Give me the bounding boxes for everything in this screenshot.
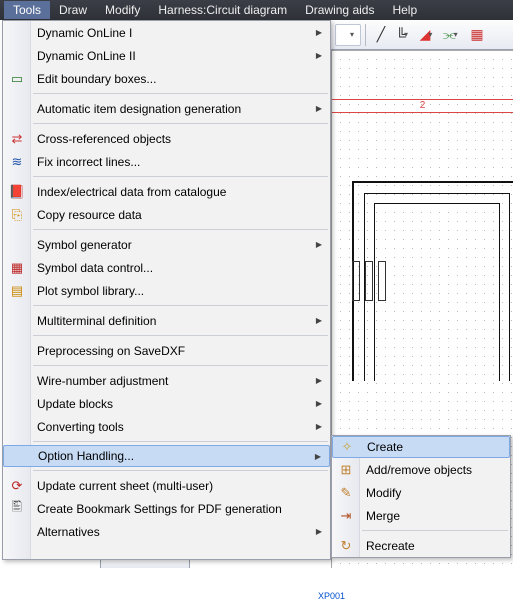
menu-item[interactable]: 📕 Index/electrical data from catalogue bbox=[3, 180, 330, 203]
menu-separator bbox=[33, 229, 328, 230]
submenu-item-icon: ✧ bbox=[338, 438, 356, 456]
menu-item-label: Multiterminal definition bbox=[37, 314, 156, 328]
menu-item[interactable]: Dynamic OnLine II bbox=[3, 44, 330, 67]
grid-tool-icon[interactable]: ▦ bbox=[466, 24, 488, 46]
toolbar: ▾ ╱ ╚▾ ◢▾ ⫘▾ ▦ bbox=[331, 20, 513, 50]
menu-separator bbox=[33, 305, 328, 306]
menu-item-icon: ⇄ bbox=[8, 130, 26, 148]
submenu-item-label: Merge bbox=[366, 509, 400, 523]
menu-item[interactable]: ▦ Symbol data control... bbox=[3, 256, 330, 279]
menu-separator bbox=[33, 93, 328, 94]
menu-item[interactable]: Symbol generator bbox=[3, 233, 330, 256]
menu-item[interactable]: Alternatives bbox=[3, 520, 330, 543]
component-tag: XP001 bbox=[318, 591, 345, 601]
menu-harness[interactable]: Harness:Circuit diagram bbox=[149, 1, 296, 19]
menu-separator bbox=[33, 335, 328, 336]
menu-item-label: Copy resource data bbox=[37, 208, 142, 222]
menu-item-label: Symbol generator bbox=[37, 238, 132, 252]
menubar: Tools Draw Modify Harness:Circuit diagra… bbox=[0, 0, 513, 20]
menu-item-icon: ⎘ bbox=[8, 206, 26, 224]
menu-separator bbox=[33, 123, 328, 124]
menu-item[interactable]: Dynamic OnLine I bbox=[3, 21, 330, 44]
menu-item[interactable]: ▤ Plot symbol library... bbox=[3, 279, 330, 302]
submenu-item-label: Add/remove objects bbox=[366, 463, 472, 477]
menu-item[interactable]: Multiterminal definition bbox=[3, 309, 330, 332]
submenu-item[interactable]: ⊞ Add/remove objects bbox=[332, 458, 510, 481]
menu-item[interactable]: Option Handling... bbox=[3, 445, 330, 467]
title-block-cell: 2 bbox=[332, 99, 513, 113]
menu-separator bbox=[362, 530, 508, 531]
submenu-item[interactable]: ✧ Create bbox=[332, 436, 510, 458]
menu-item[interactable]: ⇄ Cross-referenced objects bbox=[3, 127, 330, 150]
menu-item-label: Wire-number adjustment bbox=[37, 374, 168, 388]
submenu-item-icon: ✎ bbox=[337, 484, 355, 502]
menu-tools[interactable]: Tools bbox=[4, 1, 50, 19]
menu-item-label: Index/electrical data from catalogue bbox=[37, 185, 226, 199]
menu-item-label: Update blocks bbox=[37, 397, 113, 411]
menu-item-icon: 🖺 bbox=[8, 500, 26, 518]
menu-item[interactable]: Update blocks bbox=[3, 392, 330, 415]
menu-item[interactable]: 🖺 Create Bookmark Settings for PDF genera… bbox=[3, 497, 330, 520]
corner-tool-icon[interactable]: ╚▾ bbox=[394, 24, 416, 46]
link-tool-icon[interactable]: ⫘▾ bbox=[442, 24, 464, 46]
menu-help[interactable]: Help bbox=[383, 1, 426, 19]
menu-item-label: Plot symbol library... bbox=[37, 284, 144, 298]
menu-item-icon: 📕 bbox=[8, 183, 26, 201]
menu-item-label: Preprocessing on SaveDXF bbox=[37, 344, 185, 358]
menu-item-label: Option Handling... bbox=[38, 449, 134, 463]
submenu-item-icon: ⊞ bbox=[337, 461, 355, 479]
menu-item-label: Dynamic OnLine II bbox=[37, 49, 136, 63]
menu-item-label: Automatic item designation generation bbox=[37, 102, 241, 116]
menu-item[interactable]: ⎘ Copy resource data bbox=[3, 203, 330, 226]
menu-item-label: Dynamic OnLine I bbox=[37, 26, 132, 40]
submenu-item[interactable]: ⇥ Merge bbox=[332, 504, 510, 527]
submenu-item[interactable]: ↻ Recreate bbox=[332, 534, 510, 557]
submenu-item-icon: ↻ bbox=[337, 537, 355, 555]
eraser-tool-icon[interactable]: ◢▾ bbox=[418, 24, 440, 46]
menu-separator bbox=[33, 176, 328, 177]
menu-item[interactable]: Preprocessing on SaveDXF bbox=[3, 339, 330, 362]
menu-item-label: Fix incorrect lines... bbox=[37, 155, 140, 169]
toolbar-separator bbox=[365, 24, 366, 46]
submenu-item-label: Create bbox=[367, 440, 403, 454]
menu-item[interactable]: Converting tools bbox=[3, 415, 330, 438]
menu-item-icon: ▦ bbox=[8, 259, 26, 277]
line-tool-icon[interactable]: ╱ bbox=[370, 24, 392, 46]
submenu-item-icon: ⇥ bbox=[337, 507, 355, 525]
submenu-item[interactable]: ✎ Modify bbox=[332, 481, 510, 504]
menu-separator bbox=[33, 470, 328, 471]
menu-item[interactable]: Wire-number adjustment bbox=[3, 369, 330, 392]
menu-drawing-aids[interactable]: Drawing aids bbox=[296, 1, 383, 19]
menu-modify[interactable]: Modify bbox=[96, 1, 149, 19]
option-handling-submenu: ✧ Create ⊞ Add/remove objects ✎ Modify ⇥ Merge ↻… bbox=[331, 435, 511, 558]
menu-draw[interactable]: Draw bbox=[50, 1, 96, 19]
menu-item-label: Symbol data control... bbox=[37, 261, 153, 275]
menu-item-icon: ▭ bbox=[8, 70, 26, 88]
menu-item-label: Create Bookmark Settings for PDF generat… bbox=[37, 502, 282, 516]
menu-item[interactable]: ▭ Edit boundary boxes... bbox=[3, 67, 330, 90]
menu-item[interactable]: ⟳ Update current sheet (multi-user) bbox=[3, 474, 330, 497]
menu-item[interactable]: ≋ Fix incorrect lines... bbox=[3, 150, 330, 173]
submenu-item-label: Recreate bbox=[366, 539, 415, 553]
menu-separator bbox=[33, 441, 328, 442]
menu-item-label: Converting tools bbox=[37, 420, 124, 434]
submenu-item-label: Modify bbox=[366, 486, 401, 500]
toolbar-dropdown-icon[interactable]: ▾ bbox=[335, 24, 361, 46]
menu-item-label: Update current sheet (multi-user) bbox=[37, 479, 213, 493]
menu-item-label: Alternatives bbox=[37, 525, 100, 539]
menu-item[interactable]: Automatic item designation generation bbox=[3, 97, 330, 120]
tools-menu: Dynamic OnLine I Dynamic OnLine II ▭ Edit b… bbox=[2, 20, 331, 560]
menu-separator bbox=[33, 365, 328, 366]
menu-item-icon: ⟳ bbox=[8, 477, 26, 495]
menu-item-icon: ≋ bbox=[8, 153, 26, 171]
menu-item-label: Cross-referenced objects bbox=[37, 132, 171, 146]
menu-item-label: Edit boundary boxes... bbox=[37, 72, 156, 86]
menu-item-icon: ▤ bbox=[8, 282, 26, 300]
